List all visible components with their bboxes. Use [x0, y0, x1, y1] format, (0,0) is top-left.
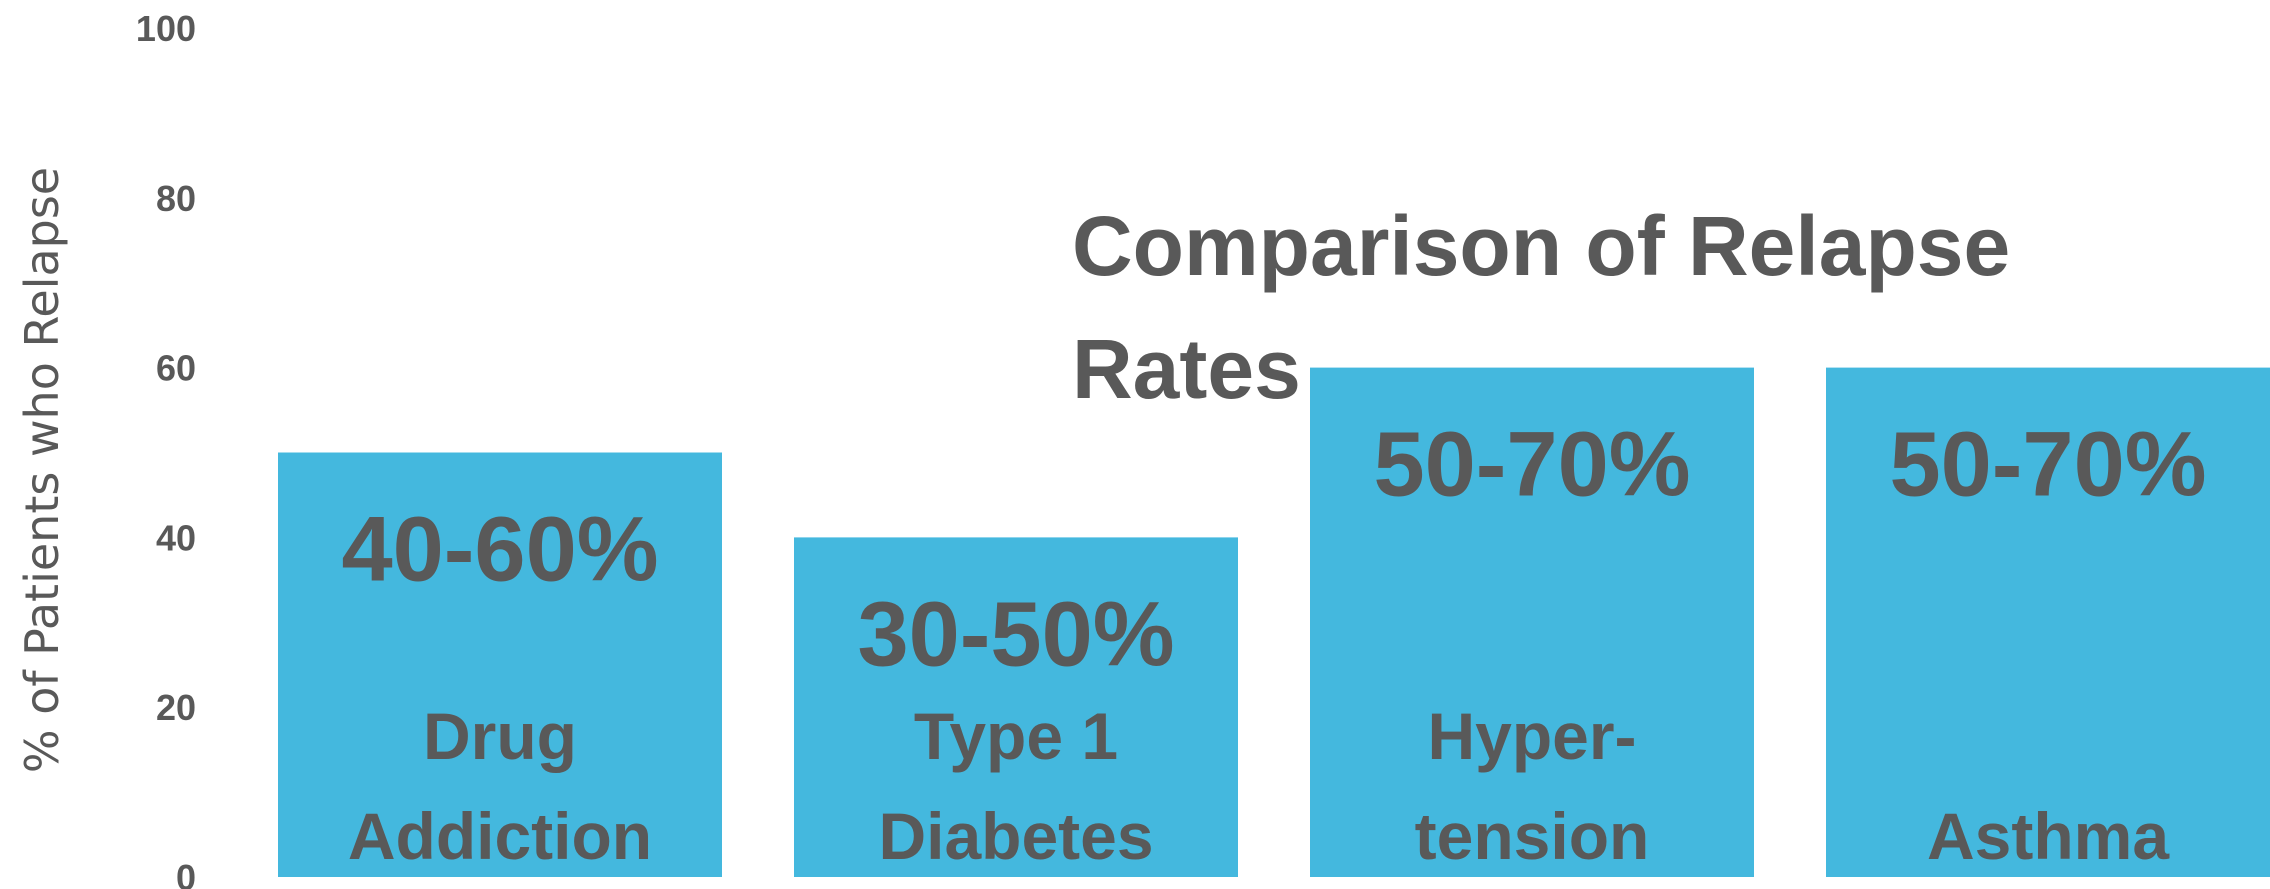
bar-category-label: Asthma: [1927, 799, 2170, 873]
y-tick-label: 100: [136, 8, 196, 49]
bar-value-label: 50-70%: [1373, 414, 1690, 516]
y-tick-label: 20: [156, 687, 196, 728]
bar-group: 40-60% Drug Addiction: [278, 452, 722, 877]
bar-group: 50-70% Asthma: [1826, 367, 2270, 877]
bar-category-label: tension: [1415, 799, 1650, 873]
bar-value-label: 40-60%: [341, 499, 658, 601]
y-tick-label: 0: [176, 857, 196, 889]
bar-category-label: Type 1: [914, 699, 1118, 773]
bar-category-label: Hyper-: [1427, 699, 1636, 773]
y-axis-title: % of Patients who Relapse: [15, 167, 69, 773]
y-tick-label: 60: [156, 348, 196, 389]
bar: [1826, 367, 2270, 877]
bar: [1310, 367, 1754, 877]
bar: [278, 452, 722, 877]
bar-category-label: Diabetes: [878, 799, 1153, 873]
chart-title-line-2: Rates: [1072, 322, 1301, 416]
bar: [794, 537, 1238, 877]
bar-category-label: Addiction: [348, 799, 652, 873]
bar-group: 50-70% Hyper-tension: [1310, 367, 1754, 877]
y-tick-label: 80: [156, 178, 196, 219]
bars: 40-60% Drug Addiction 30-50% Type 1 Diabetes 5…: [278, 367, 2270, 877]
y-tick-label: 40: [156, 517, 196, 558]
bar-group: 30-50% Type 1 Diabetes: [794, 537, 1238, 877]
y-axis-ticks: 0 20 40 60 80 100: [136, 8, 196, 889]
bar-category-label: Drug: [423, 699, 577, 773]
bar-value-label: 30-50%: [857, 583, 1174, 685]
chart-title-line-1: Comparison of Relapse: [1072, 199, 2010, 293]
bar-value-label: 50-70%: [1889, 414, 2206, 516]
